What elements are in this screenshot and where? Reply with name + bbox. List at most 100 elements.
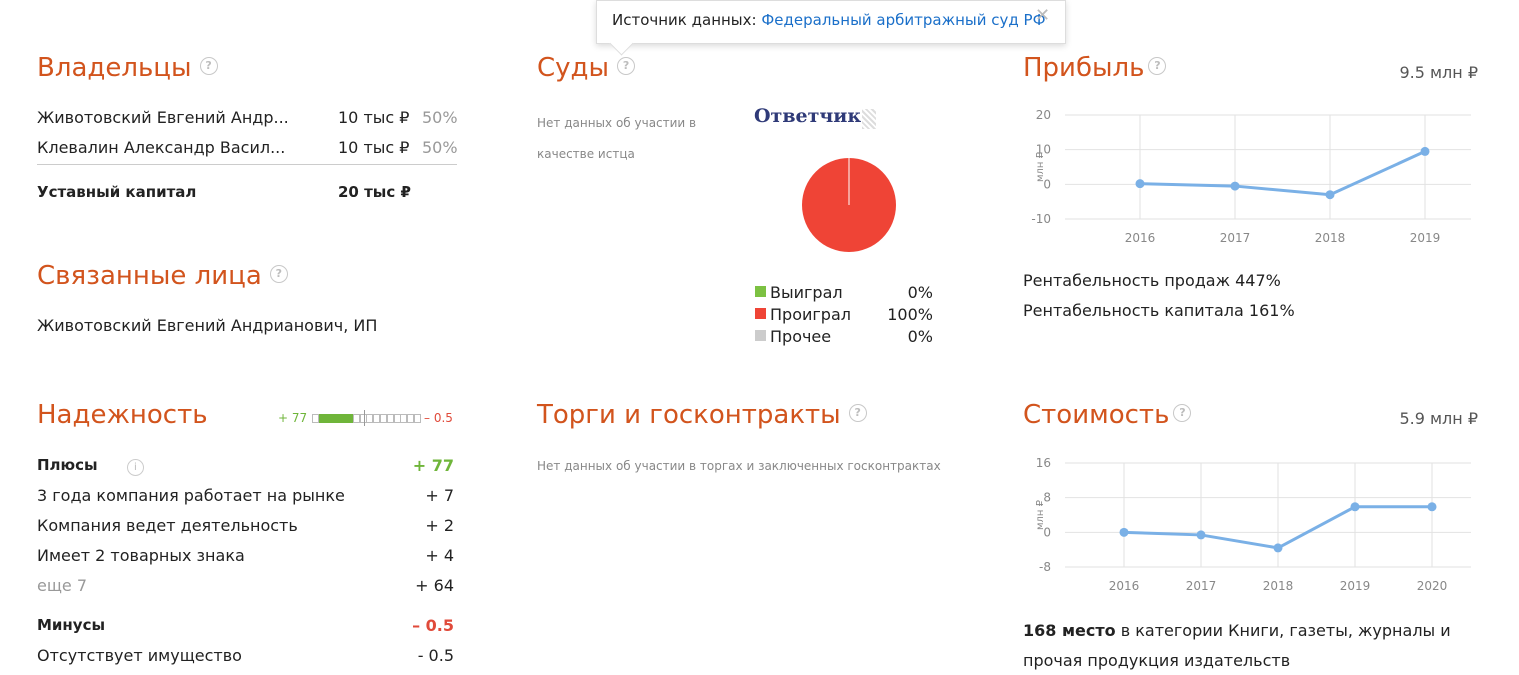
tooltip-source-link[interactable]: Федеральный арбитражный суд РФ [761, 11, 1046, 29]
owners-divider [37, 164, 457, 165]
minus-item: Отсутствует имущество [37, 646, 242, 665]
tenders-title: Торги и госконтракты [537, 400, 841, 430]
plus-total: + 77 [412, 456, 454, 475]
role-dropdown-icon[interactable] [862, 109, 876, 129]
owner-amount-2: 10 тыс ₽ [338, 138, 410, 157]
data-point [1420, 146, 1430, 156]
data-point [1119, 527, 1129, 537]
minus-label: Минусы [37, 616, 106, 634]
series-line [1139, 150, 1426, 197]
tenders-note: Нет данных об участии в торгах и заключе… [537, 459, 941, 473]
scale-segment [400, 414, 408, 423]
plus-item: 3 года компания работает на рынке [37, 486, 345, 505]
scale-segment [407, 414, 415, 423]
legend-value: 0% [907, 327, 933, 346]
info-icon[interactable]: i [126, 459, 144, 476]
legend-label: Выиграл [770, 283, 843, 302]
x-tick-label: 2019 [1340, 579, 1371, 593]
courts-title: Суды [537, 53, 610, 83]
y-axis-label: млн ₽ [1035, 499, 1046, 530]
x-tick-label: 2019 [1410, 231, 1441, 245]
scale-segment [366, 414, 374, 423]
y-tick-label: 0 [1043, 177, 1051, 191]
courts-section-title: Суды? [537, 53, 636, 83]
cost-section-title: Стоимость? [1023, 400, 1192, 430]
help-icon[interactable]: ? [199, 56, 218, 75]
reliability-title: Надежность [37, 400, 208, 430]
rank-number: 168 место [1023, 621, 1116, 640]
legend-item-other: Прочее 0% [755, 327, 935, 349]
legend-swatch-lost [755, 308, 766, 319]
scale-divider [364, 410, 365, 426]
capital-profitability: Рентабельность капитала 161% [1023, 301, 1295, 320]
owner-share-1: 50% [422, 108, 458, 127]
plus-item-value: + 2 [425, 516, 454, 535]
scale-segment [386, 414, 394, 423]
y-tick-label: 8 [1043, 491, 1051, 505]
cost-title: Стоимость [1023, 400, 1170, 430]
cost-chart: 16 8 0 -8 2016 2017 2018 2019 2020 млн ₽ [1035, 456, 1471, 593]
y-tick-label: -8 [1039, 560, 1051, 574]
minus-total: – 0.5 [412, 616, 454, 635]
legend-value: 0% [907, 283, 933, 302]
legend-label: Прочее [770, 327, 832, 346]
help-icon[interactable]: ? [269, 264, 288, 283]
scale-segment [373, 414, 381, 423]
profit-section-title: Прибыль? [1023, 53, 1167, 83]
more-link[interactable]: еще 7 [37, 576, 88, 595]
scale-segment [325, 414, 333, 423]
capital-value: 20 тыс ₽ [338, 183, 411, 201]
scale-minus: – 0.5 [424, 411, 453, 425]
scale-segment [332, 414, 340, 423]
reliability-scale [312, 410, 422, 426]
legend-item-won: Выиграл 0% [755, 283, 935, 305]
plus-item: Имеет 2 товарных знака [37, 546, 245, 565]
data-point [1196, 530, 1206, 540]
help-icon[interactable]: ? [617, 56, 636, 75]
legend-value: 100% [887, 305, 933, 324]
scale-segment [393, 414, 401, 423]
owner-name-1[interactable]: Животовский Евгений Андр... [37, 108, 289, 127]
more-value: + 64 [415, 576, 454, 595]
owner-share-2: 50% [422, 138, 458, 157]
plus-heading: Плюсы i [37, 456, 144, 476]
tenders-section-title: Торги и госконтракты? [537, 400, 867, 430]
y-axis-label: млн ₽ [1035, 151, 1046, 182]
scale-segment [312, 414, 319, 423]
legend-item-lost: Проиграл 100% [755, 305, 935, 327]
x-tick-label: 2017 [1220, 231, 1251, 245]
tooltip-text: Источник данных: Федеральный арбитражный… [612, 11, 1046, 29]
profit-value: 9.5 млн ₽ [1399, 63, 1478, 82]
help-icon[interactable]: ? [1173, 403, 1192, 422]
data-point [1350, 502, 1360, 512]
y-tick-label: 10 [1036, 143, 1051, 157]
profit-chart: 20 10 0 -10 2016 2017 2018 2019 млн ₽ [1031, 108, 1471, 245]
scale-segment [339, 414, 347, 423]
help-icon[interactable]: ? [848, 403, 867, 422]
scale-segment [318, 414, 326, 423]
scale-segment [359, 414, 367, 423]
data-point [1325, 190, 1335, 200]
scale-segment [380, 414, 387, 423]
close-icon[interactable]: ✕ [1035, 5, 1051, 26]
related-item[interactable]: Животовский Евгений Андрианович, ИП [37, 316, 378, 335]
y-tick-label: -10 [1031, 212, 1051, 226]
capital-label: Уставный капитал [37, 183, 197, 201]
courts-role: Ответчик [754, 105, 862, 127]
scale-segment [346, 414, 353, 423]
legend-swatch-other [755, 330, 766, 341]
x-tick-label: 2016 [1109, 579, 1140, 593]
profit-title: Прибыль [1023, 53, 1145, 83]
rank-text: в категории Книги, газеты, журналы и [1115, 621, 1451, 640]
owners-title: Владельцы [37, 53, 192, 83]
related-title: Связанные лица [37, 261, 262, 291]
help-icon[interactable]: ? [1148, 56, 1167, 75]
tooltip-label: Источник данных: [612, 11, 757, 29]
data-point [1230, 181, 1240, 191]
courts-note: Нет данных об участии в качестве истца [537, 116, 697, 161]
owner-amount-1: 10 тыс ₽ [338, 108, 410, 127]
y-tick-label: 20 [1036, 108, 1051, 122]
owner-name-2[interactable]: Клевалин Александр Васил... [37, 138, 286, 157]
data-point [1135, 179, 1145, 189]
courts-pie-chart [802, 158, 896, 252]
